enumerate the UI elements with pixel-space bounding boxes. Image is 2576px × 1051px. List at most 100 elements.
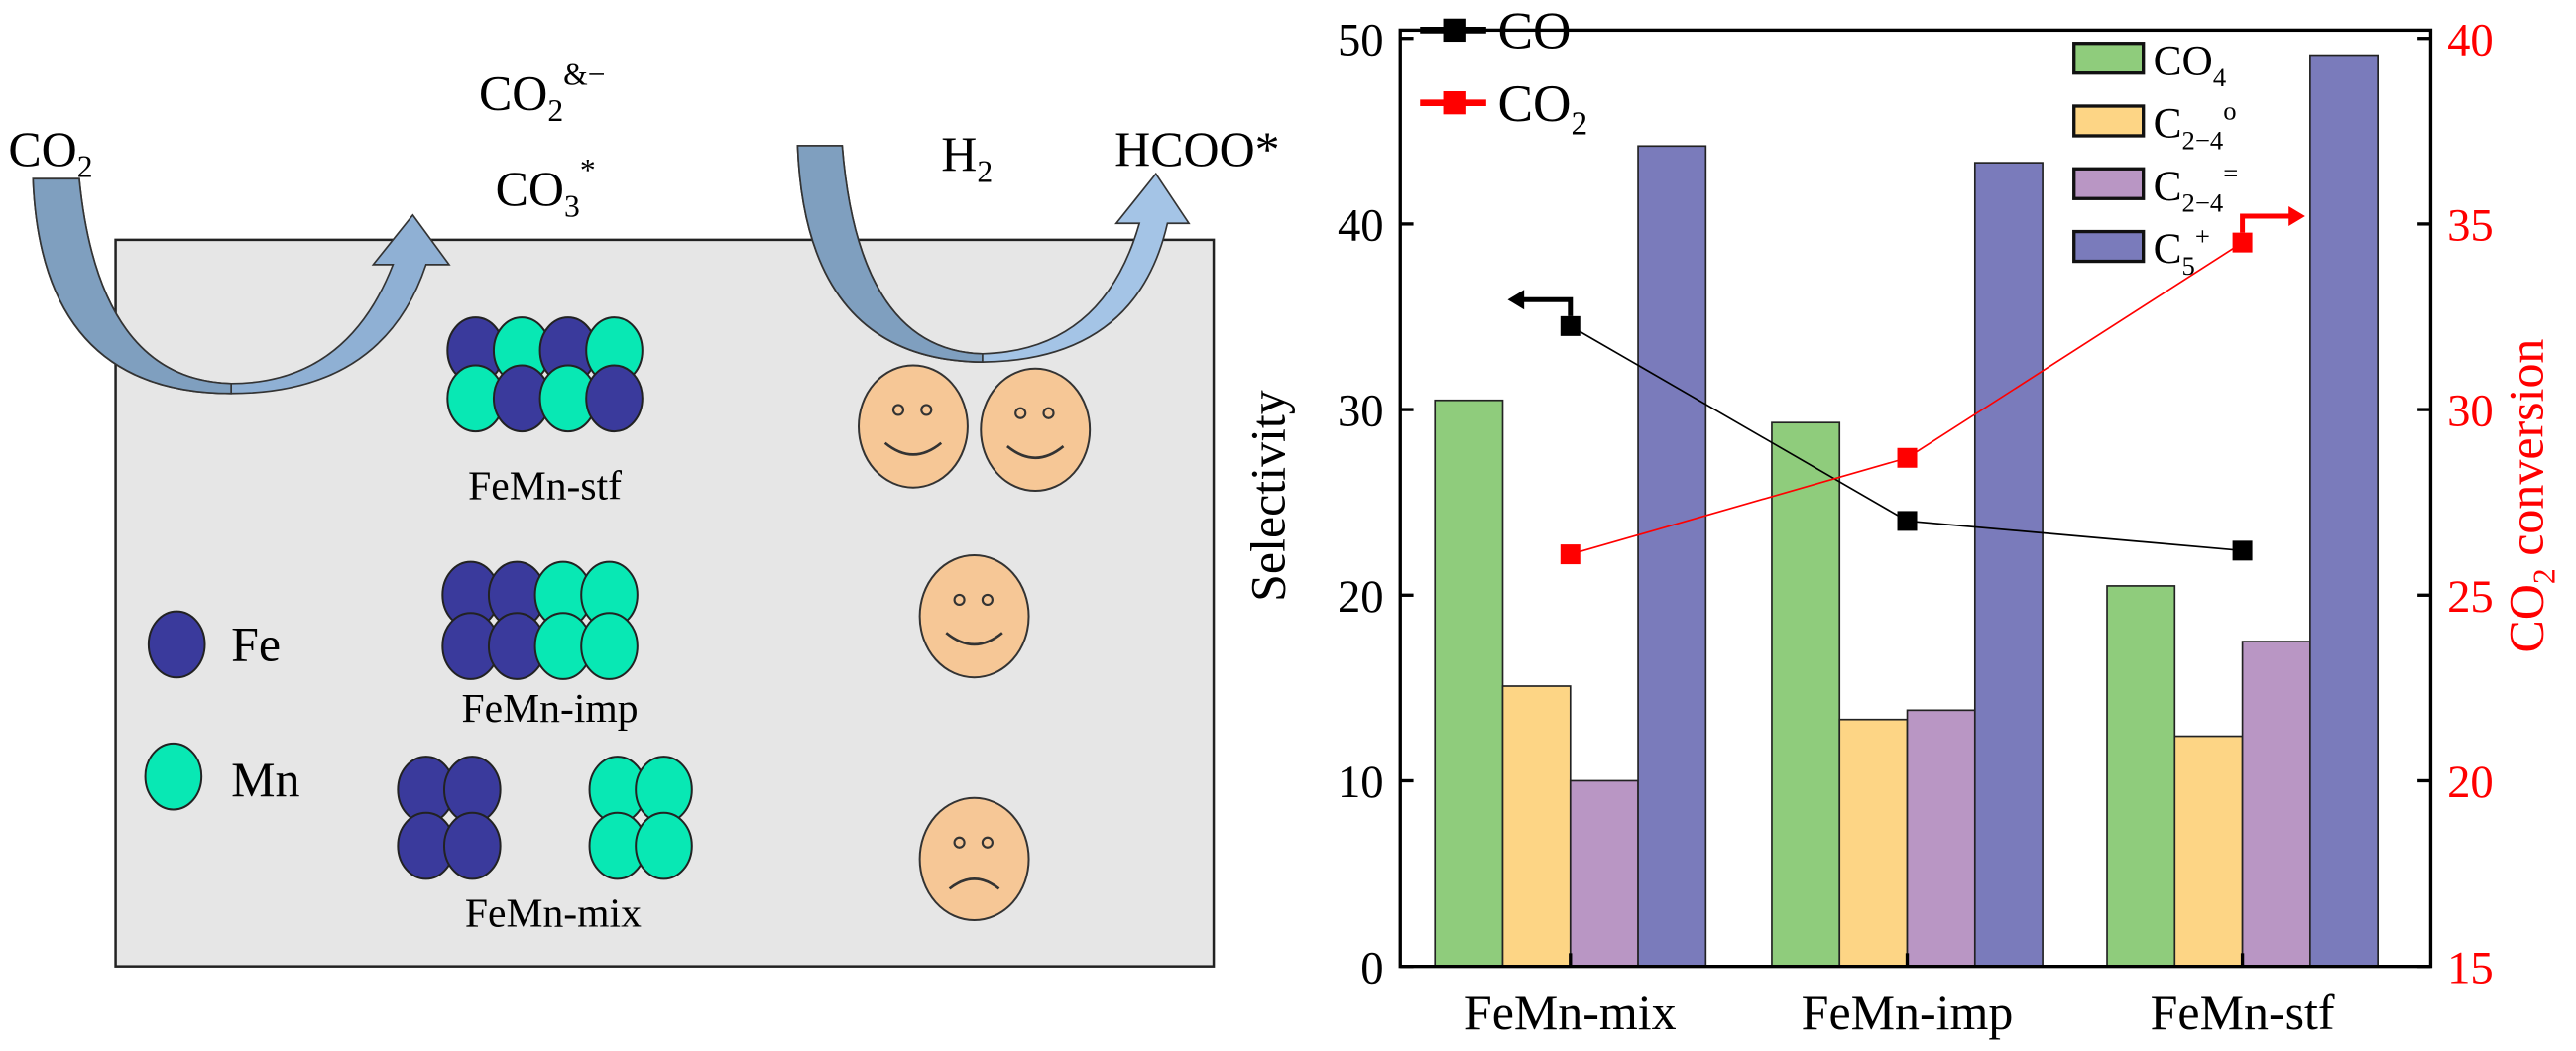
legend-fe-label: Fe	[231, 617, 281, 672]
bar	[2241, 641, 2311, 968]
bar	[1838, 718, 1909, 968]
series-marker	[2232, 540, 2253, 561]
face-eye	[1042, 407, 1055, 419]
sample-label-stf: FeMn-stf	[468, 463, 622, 509]
face-outline	[980, 367, 1092, 493]
series-marker	[1897, 511, 1918, 531]
legend-label: C2−4o	[2154, 95, 2237, 155]
face-eye	[891, 404, 905, 416]
y-axis-label: Selectivity	[1240, 390, 1296, 602]
series-marker	[2232, 232, 2253, 253]
face-outline	[858, 364, 969, 489]
y2-tick-label: 25	[2447, 571, 2494, 623]
x-tick-label: FeMn-imp	[1802, 985, 2014, 1040]
right-axis-arrow-icon	[2240, 213, 2292, 233]
y2-label-part: 2	[2526, 568, 2561, 584]
legend-label: CO4	[2154, 37, 2226, 92]
face-eye	[953, 593, 966, 607]
y-tick-label: 10	[1338, 757, 1384, 808]
x-tick-label: FeMn-mix	[1464, 985, 1677, 1040]
legend-label: CO	[1498, 2, 1572, 60]
face-eye	[953, 836, 966, 849]
left-axis-arrow-icon	[1520, 296, 1574, 316]
legend-swatch	[2072, 167, 2146, 200]
bar	[1771, 421, 1841, 968]
bar	[1973, 162, 2044, 968]
face-outline	[918, 553, 1030, 679]
legend-label: CO2	[1498, 74, 1588, 142]
legend-label-sup: +	[2195, 221, 2210, 251]
face-eye	[1014, 407, 1027, 419]
face-mouth	[1006, 445, 1065, 459]
y-tick-label: 30	[1338, 386, 1384, 437]
face-mouth	[883, 441, 943, 456]
happy-face-icon	[858, 364, 969, 489]
legend-label: C5+	[2154, 221, 2210, 281]
legend-swatch	[2072, 104, 2146, 138]
legend-swatch	[2072, 229, 2146, 264]
sample-label-imp: FeMn-imp	[462, 686, 639, 732]
legend-label-sup: =	[2223, 159, 2238, 188]
y2-label-part: CO	[2499, 584, 2554, 652]
mn-atom	[580, 612, 639, 680]
legend-label-base: C	[2154, 225, 2182, 273]
legend-label-base: CO	[1498, 2, 1572, 60]
happy-face-icon	[918, 553, 1030, 679]
h2-label: H2	[941, 126, 993, 189]
series-marker	[1560, 544, 1581, 565]
happy-face-icon	[980, 367, 1092, 493]
y2-axis-label: CO2 conversion	[2499, 339, 2562, 653]
legend-label-base: CO	[1498, 74, 1572, 133]
y2-label-part: conversion	[2499, 339, 2554, 569]
y-tick-label: 40	[1338, 200, 1384, 252]
face-mouth	[945, 632, 1003, 646]
legend-marker	[1443, 18, 1466, 43]
y2-tick-label: 20	[2447, 757, 2494, 808]
faces	[858, 364, 1092, 922]
sad-face-icon	[918, 796, 1030, 922]
legend-label-sub: 2	[1572, 105, 1588, 142]
mn-atom	[635, 811, 693, 880]
bar	[2173, 735, 2244, 968]
bar	[1569, 779, 1639, 968]
bar	[1501, 685, 1572, 968]
y-tick-label: 0	[1360, 942, 1383, 993]
bar	[2106, 585, 2176, 968]
fe-atom	[585, 364, 644, 433]
legend-label-sub: 4	[2213, 62, 2226, 92]
bar	[1906, 709, 1976, 968]
legend-label-sub: 2−4	[2182, 188, 2224, 218]
legend-label-base: C	[2154, 163, 2182, 210]
fe-atom	[442, 811, 502, 880]
bar	[1637, 145, 1707, 968]
legend-label-base: C	[2154, 100, 2182, 148]
face-eye	[981, 836, 994, 849]
x-tick-label: FeMn-stf	[2151, 985, 2335, 1040]
y-tick-label: 50	[1338, 14, 1384, 65]
bar	[2309, 54, 2379, 968]
legend-marker	[1443, 91, 1466, 115]
y2-tick-label: 40	[2447, 14, 2494, 65]
particles	[144, 316, 693, 880]
co2-label: CO2	[8, 121, 92, 184]
legend-label: C2−4=	[2154, 159, 2239, 218]
carbonate-label: CO3*	[496, 153, 596, 224]
face-mouth	[948, 877, 1000, 890]
fe-atom	[147, 610, 206, 679]
y-tick-label: 20	[1338, 571, 1384, 623]
y2-tick-label: 15	[2447, 942, 2494, 993]
legend-mn-label: Mn	[231, 752, 299, 807]
series-marker	[1560, 315, 1581, 336]
y2-tick-label: 35	[2447, 200, 2494, 252]
left-axis-arrowhead-icon	[1507, 290, 1525, 310]
face-outline	[918, 796, 1030, 922]
legend-label-sup: o	[2223, 95, 2236, 125]
legend-label-sub: 2−4	[2182, 125, 2224, 155]
legend-label-sub: 5	[2182, 251, 2195, 281]
adsorbed-co2-label: CO2&−	[479, 57, 606, 128]
co2-adsorption-arrow-icon	[32, 177, 451, 395]
y2-tick-label: 30	[2447, 386, 2494, 437]
hcoo-label: HCOO*	[1114, 121, 1280, 176]
bar	[1434, 399, 1504, 968]
